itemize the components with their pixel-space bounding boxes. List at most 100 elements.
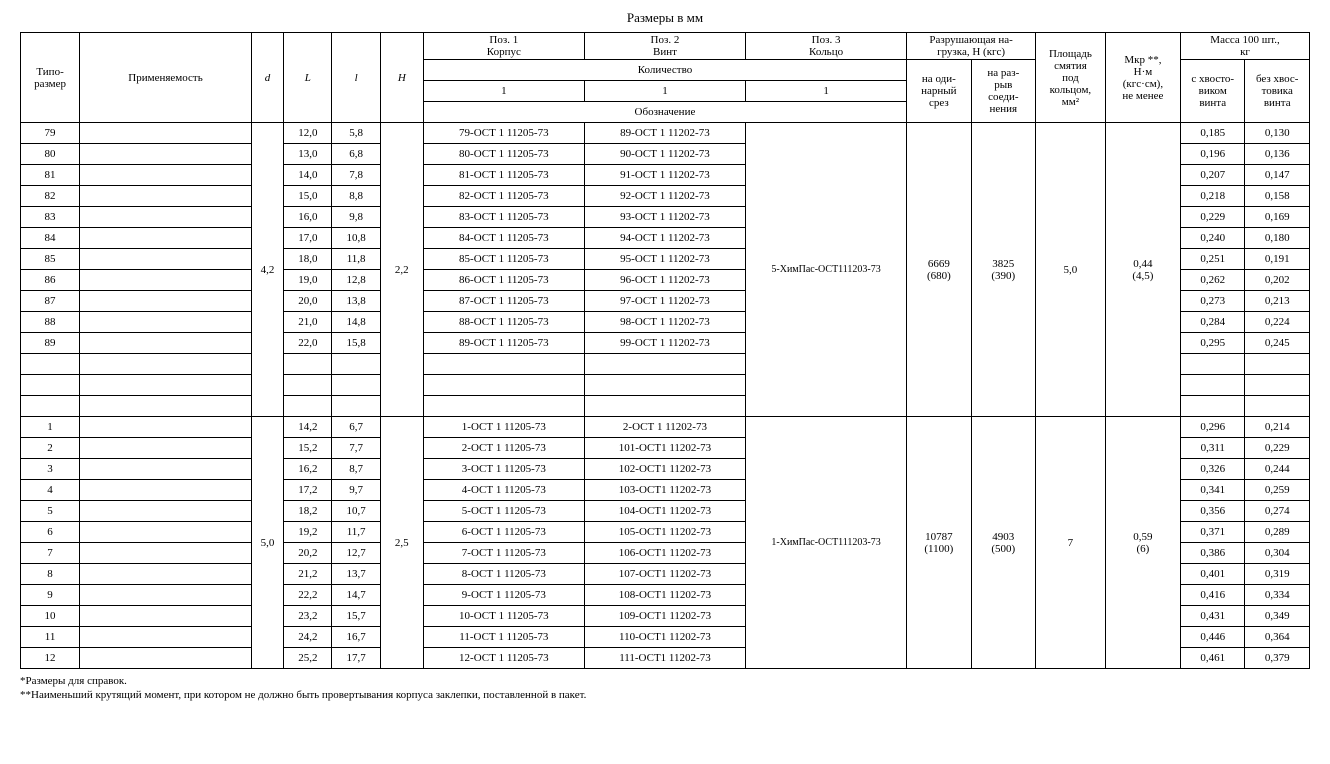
cell-applicability xyxy=(80,648,252,669)
hdr-mkr: Mкр **,Н·м(кгс·см),не менее xyxy=(1105,33,1180,123)
cell-m2: 0,319 xyxy=(1245,564,1310,585)
cell-L: 16,2 xyxy=(284,459,332,480)
cell-p2: 109-ОСТ1 11202-73 xyxy=(584,606,745,627)
cell-applicability xyxy=(80,522,252,543)
cell-m1: 0,296 xyxy=(1181,417,1245,438)
cell-applicability xyxy=(80,123,252,144)
cell-p1: 6-ОСТ 1 11205-73 xyxy=(423,522,584,543)
cell-area: 7 xyxy=(1036,417,1106,669)
cell-p1: 2-ОСТ 1 11205-73 xyxy=(423,438,584,459)
cell-p1: 87-ОСТ 1 11205-73 xyxy=(423,291,584,312)
footnote-2: **Наименьший крутящий момент, при которо… xyxy=(20,689,1310,701)
cell-p1: 4-ОСТ 1 11205-73 xyxy=(423,480,584,501)
cell-applicability xyxy=(80,606,252,627)
table-header: Типо-размер Применяемость d L l H Поз. 1… xyxy=(21,33,1310,123)
table-body: 794,212,05,82,279-ОСТ 1 11205-7389-ОСТ 1… xyxy=(21,123,1310,669)
cell-m1: 0,185 xyxy=(1181,123,1245,144)
cell-m1: 0,446 xyxy=(1181,627,1245,648)
cell-l: 16,7 xyxy=(332,627,380,648)
hdr-L: L xyxy=(284,33,332,123)
cell-p1: 12-ОСТ 1 11205-73 xyxy=(423,648,584,669)
cell-p2: 91-ОСТ 1 11202-73 xyxy=(584,165,745,186)
hdr-pos2: Поз. 2Винт xyxy=(584,33,745,60)
cell-ts: 2 xyxy=(21,438,80,459)
cell-m1: 0,311 xyxy=(1181,438,1245,459)
cell-m2: 0,180 xyxy=(1245,228,1310,249)
cell-l: 7,7 xyxy=(332,438,380,459)
cell-m2: 0,244 xyxy=(1245,459,1310,480)
cell-m2: 0,224 xyxy=(1245,312,1310,333)
cell-L: 13,0 xyxy=(284,144,332,165)
cell-ts: 7 xyxy=(21,543,80,564)
cell-m2: 0,214 xyxy=(1245,417,1310,438)
cell-L: 20,0 xyxy=(284,291,332,312)
cell-m1: 0,356 xyxy=(1181,501,1245,522)
cell-m1: 0,371 xyxy=(1181,522,1245,543)
cell-L: 18,0 xyxy=(284,249,332,270)
hdr-tiposize: Типо-размер xyxy=(21,33,80,123)
cell-p2: 110-ОСТ1 11202-73 xyxy=(584,627,745,648)
cell-ts: 86 xyxy=(21,270,80,291)
cell-L: 14,2 xyxy=(284,417,332,438)
cell-m2: 0,304 xyxy=(1245,543,1310,564)
hdr-pos1: Поз. 1Корпус xyxy=(423,33,584,60)
cell-p1: 85-ОСТ 1 11205-73 xyxy=(423,249,584,270)
cell-l: 8,7 xyxy=(332,459,380,480)
hdr-designation: Обозначение xyxy=(423,102,906,123)
cell-m1: 0,196 xyxy=(1181,144,1245,165)
cell-l: 10,8 xyxy=(332,228,380,249)
cell-l: 6,8 xyxy=(332,144,380,165)
hdr-breaking: Разрушающая на-грузка, Н (кгс) xyxy=(907,33,1036,60)
cell-L: 20,2 xyxy=(284,543,332,564)
cell-l: 13,7 xyxy=(332,564,380,585)
cell-L: 15,2 xyxy=(284,438,332,459)
cell-applicability xyxy=(80,627,252,648)
cell-applicability xyxy=(80,186,252,207)
spec-table: Типо-размер Применяемость d L l H Поз. 1… xyxy=(20,32,1310,669)
cell-L: 21,2 xyxy=(284,564,332,585)
cell-applicability xyxy=(80,249,252,270)
cell-ts: 3 xyxy=(21,459,80,480)
cell-p2: 96-ОСТ 1 11202-73 xyxy=(584,270,745,291)
cell-ts: 87 xyxy=(21,291,80,312)
cell-L: 16,0 xyxy=(284,207,332,228)
cell-ts: 10 xyxy=(21,606,80,627)
cell-l: 9,7 xyxy=(332,480,380,501)
hdr-mass-without: без хвос-товикавинта xyxy=(1245,60,1310,123)
cell-m2: 0,213 xyxy=(1245,291,1310,312)
cell-p2: 89-ОСТ 1 11202-73 xyxy=(584,123,745,144)
cell-d: 4,2 xyxy=(251,123,283,417)
cell-L: 25,2 xyxy=(284,648,332,669)
cell-ts: 88 xyxy=(21,312,80,333)
cell-p1: 88-ОСТ 1 11205-73 xyxy=(423,312,584,333)
cell-m2: 0,364 xyxy=(1245,627,1310,648)
cell-p1: 83-ОСТ 1 11205-73 xyxy=(423,207,584,228)
hdr-qty: Количество xyxy=(423,60,906,81)
cell-p2: 106-ОСТ1 11202-73 xyxy=(584,543,745,564)
cell-applicability xyxy=(80,438,252,459)
cell-ts: 9 xyxy=(21,585,80,606)
cell-p1: 5-ОСТ 1 11205-73 xyxy=(423,501,584,522)
hdr-q2: 1 xyxy=(584,81,745,102)
cell-L: 23,2 xyxy=(284,606,332,627)
hdr-mass-with: с хвосто-викомвинта xyxy=(1181,60,1245,123)
cell-ts: 84 xyxy=(21,228,80,249)
cell-l: 10,7 xyxy=(332,501,380,522)
cell-applicability xyxy=(80,207,252,228)
cell-m2: 0,158 xyxy=(1245,186,1310,207)
hdr-q1: 1 xyxy=(423,81,584,102)
cell-L: 19,2 xyxy=(284,522,332,543)
cell-m1: 0,401 xyxy=(1181,564,1245,585)
cell-m1: 0,218 xyxy=(1181,186,1245,207)
cell-m2: 0,245 xyxy=(1245,333,1310,354)
cell-applicability xyxy=(80,585,252,606)
cell-l: 11,7 xyxy=(332,522,380,543)
cell-l: 12,8 xyxy=(332,270,380,291)
cell-m1: 0,416 xyxy=(1181,585,1245,606)
cell-L: 19,0 xyxy=(284,270,332,291)
cell-mkr: 0,59(6) xyxy=(1105,417,1180,669)
cell-ts: 85 xyxy=(21,249,80,270)
cell-applicability xyxy=(80,165,252,186)
cell-d: 5,0 xyxy=(251,417,283,669)
hdr-area: Площадьсмятияподкольцом,мм² xyxy=(1036,33,1106,123)
